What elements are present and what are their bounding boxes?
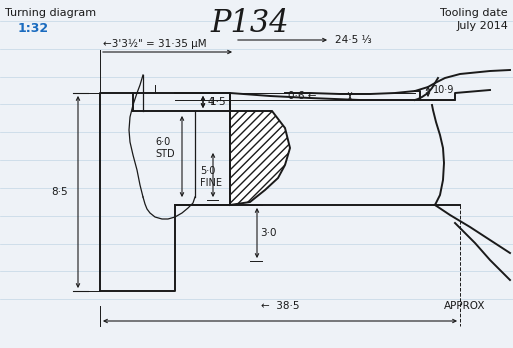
Text: Tooling date: Tooling date	[440, 8, 508, 18]
Polygon shape	[230, 93, 290, 205]
Text: 1·5: 1·5	[210, 97, 227, 107]
Text: ←3'3½" = 31·35 μM: ←3'3½" = 31·35 μM	[103, 39, 207, 49]
Text: 24·5 ⅓: 24·5 ⅓	[335, 35, 371, 45]
Text: July 2014: July 2014	[456, 21, 508, 31]
Text: 4: 4	[208, 97, 214, 107]
Text: 3·0: 3·0	[260, 228, 277, 238]
Text: Turning diagram: Turning diagram	[5, 8, 96, 18]
Text: ←  38·5: ← 38·5	[261, 301, 299, 311]
Text: 1:32: 1:32	[18, 22, 49, 35]
Text: 10·9: 10·9	[433, 85, 455, 95]
Text: 6·0
STD: 6·0 STD	[155, 137, 174, 159]
Text: P134: P134	[211, 8, 289, 39]
Text: 8·5: 8·5	[52, 187, 68, 197]
Text: 5·0
FINE: 5·0 FINE	[200, 166, 222, 188]
Text: APPROX: APPROX	[444, 301, 485, 311]
Text: 0·6 ←: 0·6 ←	[288, 91, 317, 101]
